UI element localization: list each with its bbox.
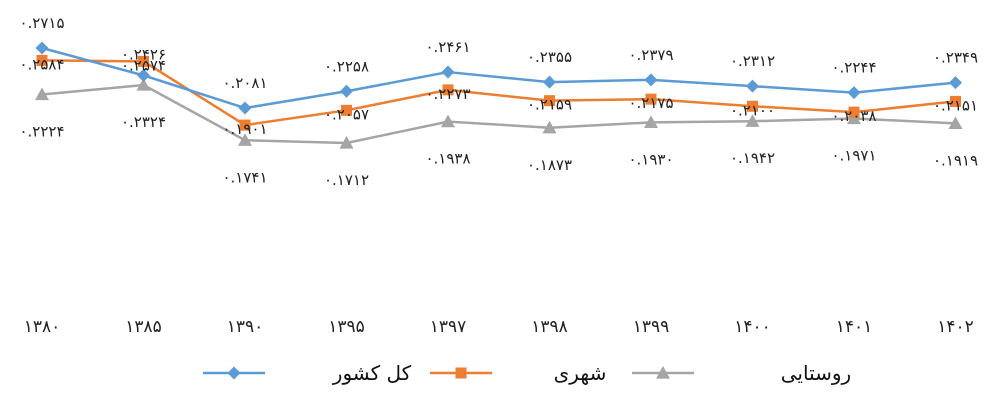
series-2-point-2 — [238, 133, 252, 146]
series-2-point-9 — [948, 116, 963, 129]
series-0-point-7 — [746, 79, 759, 93]
series-0-point-9 — [949, 76, 962, 90]
series-1-point-5 — [544, 95, 555, 107]
data-label-series-2-point-4: ۰.۱۹۳۸ — [425, 150, 470, 168]
data-label-series-0-point-6: ۰.۲۳۷۹ — [628, 46, 673, 64]
data-label-series-1-point-0: ۰.۲۵۸۴ — [19, 55, 64, 73]
x-tick-label-0: ۱۳۸۰ — [24, 317, 61, 337]
data-label-series-0-point-8: ۰.۲۲۴۴ — [831, 59, 876, 77]
x-tick-label-7: ۱۴۰۰ — [734, 317, 771, 337]
data-label-series-2-point-9: ۰.۱۹۱۹ — [933, 151, 978, 169]
data-label-series-0-point-0: ۰.۲۷۱۵ — [19, 14, 64, 32]
data-label-series-1-point-4: ۰.۲۲۷۳ — [425, 85, 470, 103]
data-label-series-2-point-7: ۰.۱۹۴۲ — [730, 149, 775, 167]
data-label-series-1-point-3: ۰.۲۰۵۷ — [324, 105, 369, 123]
series-0-point-0 — [35, 41, 49, 55]
series-1-point-3 — [341, 104, 352, 116]
data-labels: ۰.۲۷۱۵ ۰.۲۰۸۱ ۰.۲۲۵۸ ۰.۲۴۶۱ ۰.۲۳۵۵ ۰.۲۳۷۹ ۰.۲۳… — [19, 14, 978, 189]
series-1-point-2 — [239, 119, 251, 131]
series-0-point-6 — [644, 73, 658, 87]
x-tick-label-1: ۱۳۸۵ — [125, 317, 162, 337]
data-label-series-0-point-7: ۰.۲۳۱۲ — [730, 52, 775, 70]
data-label-series-0-point-3: ۰.۲۲۵۸ — [324, 57, 369, 75]
data-label-series-0-point-2: ۰.۲۰۸۱ — [222, 74, 267, 92]
legend-marker-2 — [656, 366, 670, 379]
data-label-series-2-point-0: ۰.۲۲۲۴ — [19, 123, 64, 141]
series-0-point-5 — [543, 75, 556, 89]
series-0-point-2 — [238, 101, 252, 115]
series-1-point-0 — [36, 54, 48, 66]
legend: کل کشور شهری روستایی — [203, 361, 851, 385]
legend-marker-0 — [227, 366, 241, 380]
series-0-point-3 — [340, 84, 353, 98]
series-2-point-7 — [745, 114, 760, 127]
data-label-series-0-point-5: ۰.۲۳۵۵ — [527, 48, 572, 66]
extra-data-label-0: ۰.۲۴۲۶ — [121, 45, 166, 63]
data-label-series-1-point-8: ۰.۲۰۳۸ — [831, 107, 876, 125]
data-label-series-1-point-9: ۰.۲۱۵۱ — [933, 96, 978, 114]
series-line-1 — [41, 59, 956, 127]
series-1-point-6 — [645, 93, 657, 105]
x-tick-label-5: ۱۳۹۸ — [531, 317, 568, 337]
series-lines — [41, 46, 956, 145]
series-2-point-0 — [35, 87, 49, 101]
data-label-series-2-point-2: ۰.۱۷۴۱ — [222, 168, 267, 186]
data-label-series-2-point-8: ۰.۱۹۷۱ — [831, 146, 876, 164]
series-2-point-5 — [542, 120, 557, 134]
x-axis-tick-labels: ۱۳۸۰ ۱۳۸۵ ۱۳۹۰ ۱۳۹۵ ۱۳۹۷ ۱۳۹۸ ۱۳۹۹ ۱۴۰۰ ۱۴۰۱ ۱۴۰۲ — [24, 317, 974, 337]
data-label-series-1-point-2: ۰.۱۹۰۱ — [222, 120, 267, 138]
data-label-series-0-point-9: ۰.۲۳۴۹ — [933, 49, 978, 67]
series-1-point-7 — [747, 100, 758, 112]
series-2-point-8 — [847, 111, 861, 125]
series-line-2 — [41, 83, 956, 145]
series-1-point-8 — [848, 106, 860, 118]
series-0-point-1 — [137, 68, 150, 82]
series-2-point-6 — [644, 115, 658, 128]
legend-label-0: کل کشور — [332, 361, 412, 385]
data-label-series-1-point-7: ۰.۲۱۰۰ — [730, 101, 775, 119]
x-tick-label-4: ۱۳۹۷ — [430, 317, 467, 337]
series-1-point-4 — [442, 84, 454, 96]
x-tick-label-2: ۱۳۹۰ — [227, 317, 264, 337]
x-tick-label-9: ۱۴۰۲ — [937, 317, 974, 337]
data-label-series-2-point-5: ۰.۱۸۷۳ — [527, 156, 572, 174]
series-2-point-4 — [441, 114, 455, 128]
series-1-point-9 — [950, 95, 961, 107]
data-label-series-2-point-3: ۰.۱۷۱۲ — [324, 171, 369, 189]
series-1-point-1 — [138, 55, 149, 67]
data-label-series-2-point-6: ۰.۱۹۳۰ — [628, 150, 673, 168]
legend-label-1: شهری — [554, 361, 607, 385]
data-label-series-2-point-1: ۰.۲۳۲۴ — [121, 113, 166, 131]
series-2-point-3 — [339, 136, 354, 149]
data-label-series-1-point-5: ۰.۲۱۵۹ — [527, 96, 572, 114]
series-markers — [35, 41, 963, 149]
x-tick-label-6: ۱۳۹۹ — [633, 317, 670, 337]
series-0-point-8 — [847, 86, 861, 100]
x-tick-label-3: ۱۳۹۵ — [328, 317, 365, 337]
series-2-point-1 — [136, 78, 151, 91]
legend-label-2: روستایی — [781, 361, 851, 385]
series-line-0 — [41, 46, 956, 110]
data-label-series-1-point-6: ۰.۲۱۷۵ — [628, 94, 673, 112]
data-label-series-0-point-4: ۰.۲۴۶۱ — [425, 38, 470, 56]
x-tick-label-8: ۱۴۰۱ — [836, 317, 873, 337]
legend-marker-1 — [455, 367, 467, 379]
data-label-series-1-point-1: ۰.۲۵۷۴ — [121, 56, 166, 74]
series-0-point-4 — [441, 65, 455, 79]
